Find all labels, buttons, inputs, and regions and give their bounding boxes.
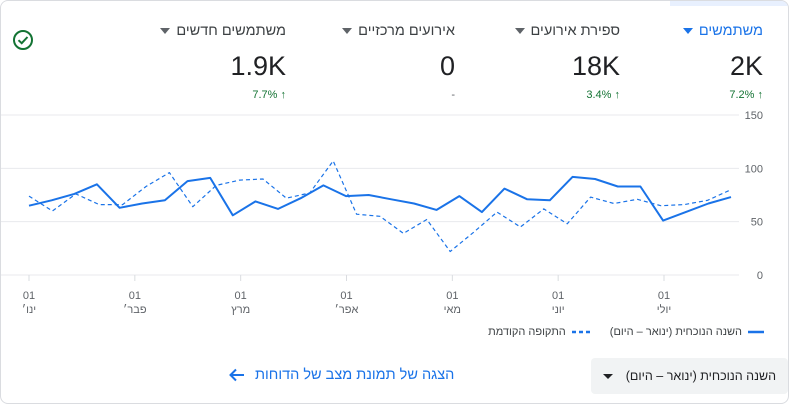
- x-tick-day: 01: [658, 290, 670, 302]
- chart-legend: השנה הנוכחית (ינואר – היום) התקופה הקודמ…: [488, 326, 764, 338]
- x-tick-month: יולי: [657, 303, 671, 316]
- x-tick-month: פבר׳: [123, 303, 147, 316]
- date-range-select[interactable]: השנה הנוכחית (ינואר – היום): [591, 358, 788, 394]
- legend-item-previous: התקופה הקודמת: [488, 326, 592, 338]
- metric-label: משתמשים: [698, 23, 763, 39]
- legend-label: התקופה הקודמת: [488, 326, 566, 338]
- metric-users[interactable]: משתמשים 2K 7.2% ↑: [682, 23, 764, 101]
- date-range-label: השנה הנוכחית (ינואר – היום): [625, 369, 776, 383]
- solid-line-icon: [748, 330, 764, 334]
- dashed-line-icon: [571, 330, 592, 334]
- metric-value: 1.9K: [230, 51, 286, 81]
- legend-item-current: השנה הנוכחית (ינואר – היום): [610, 326, 764, 338]
- x-tick-day: 01: [446, 290, 458, 302]
- legend-label: השנה הנוכחית (ינואר – היום): [609, 326, 742, 338]
- x-tick-month: יוני: [552, 304, 565, 316]
- arrow-left-icon: [229, 368, 244, 382]
- metric-label: ספירת אירועים: [530, 23, 620, 39]
- x-tick-day: 01: [552, 290, 564, 302]
- caret-down-icon: [342, 28, 353, 34]
- check-circle-icon[interactable]: [12, 29, 34, 51]
- y-tick-label: 50: [751, 217, 763, 229]
- x-tick-month: מאי: [444, 304, 461, 316]
- metric-label: אירועים מרכזיים: [358, 23, 455, 39]
- line-chart: 15010050001ינו׳01פבר׳01מרץ01אפר׳01מאי01י…: [1, 110, 763, 316]
- x-tick-day: 01: [23, 290, 35, 302]
- x-tick-day: 01: [235, 290, 247, 302]
- metric-change: 7.7% ↑: [252, 89, 287, 101]
- metric-label: משתמשים חדשים: [176, 23, 286, 39]
- x-tick-month: ינו׳: [22, 303, 36, 316]
- metric-change: -: [451, 89, 455, 101]
- x-tick-day: 01: [340, 290, 352, 302]
- link-label: הצגה של תמונת מצב של הדוחות: [255, 367, 455, 383]
- metric-value: 0: [439, 51, 455, 81]
- caret-down-icon: [603, 373, 613, 379]
- x-tick-month: אפר׳: [335, 303, 359, 316]
- x-tick-day: 01: [129, 290, 141, 302]
- metric-change: 3.4% ↑: [586, 89, 621, 101]
- series-line-current: [28, 175, 732, 222]
- metric-change: 7.2% ↑: [729, 89, 764, 101]
- y-tick-label: 0: [757, 270, 763, 282]
- caret-down-icon: [160, 28, 171, 34]
- metric-value: 2K: [729, 51, 763, 81]
- caret-down-icon: [682, 28, 693, 34]
- metric-event-count[interactable]: ספירת אירועים 18K 3.4% ↑: [514, 23, 621, 101]
- caret-down-icon: [514, 28, 525, 34]
- y-tick-label: 150: [745, 110, 763, 122]
- y-tick-label: 100: [745, 163, 763, 175]
- view-reports-snapshot-link[interactable]: הצגה של תמונת מצב של הדוחות: [229, 367, 454, 383]
- series-line-previous: [28, 160, 732, 253]
- metric-new-users[interactable]: משתמשים חדשים 1.9K 7.7% ↑: [160, 23, 286, 101]
- metric-key-events[interactable]: אירועים מרכזיים 0 -: [342, 23, 455, 101]
- arrow-up-icon: ↑: [280, 89, 287, 101]
- x-tick-month: מרץ: [231, 304, 250, 316]
- arrow-up-icon: ↑: [757, 89, 764, 101]
- metric-value: 18K: [571, 51, 620, 81]
- arrow-up-icon: ↑: [614, 89, 621, 101]
- active-metric-highlight: [670, 1, 788, 6]
